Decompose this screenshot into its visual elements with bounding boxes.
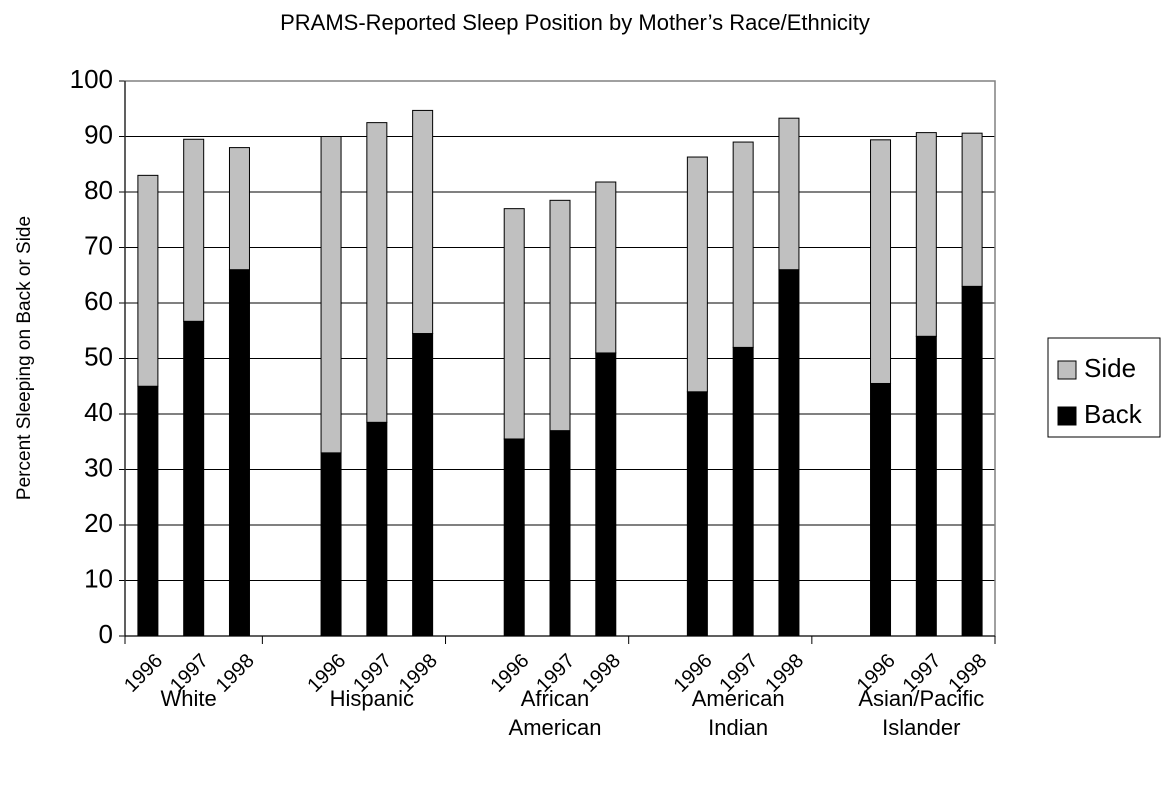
y-axis-label: Percent Sleeping on Back or Side bbox=[14, 216, 35, 500]
legend-label: Side bbox=[1084, 353, 1136, 383]
group-label: African bbox=[521, 686, 589, 711]
x-tick-label: 1998 bbox=[212, 650, 259, 697]
bar-segment bbox=[412, 333, 434, 637]
bar-segment bbox=[137, 385, 159, 637]
y-tick-label: 100 bbox=[70, 64, 113, 94]
bar-segment bbox=[366, 122, 388, 423]
bar-segment bbox=[137, 174, 159, 387]
y-tick-label: 10 bbox=[84, 563, 113, 593]
group-label: Islander bbox=[882, 715, 960, 740]
bar-segment bbox=[686, 156, 708, 393]
bar-segment bbox=[915, 132, 937, 337]
bar-segment bbox=[549, 199, 571, 432]
group-label: American bbox=[509, 715, 602, 740]
y-tick-label: 90 bbox=[84, 119, 113, 149]
bar-segment bbox=[595, 181, 617, 354]
group-label: Hispanic bbox=[330, 686, 414, 711]
bar-segment bbox=[503, 208, 525, 440]
bar-segment bbox=[549, 430, 571, 637]
bar-segment bbox=[961, 132, 983, 287]
chart-title: PRAMS-Reported Sleep Position by Mother’… bbox=[280, 10, 870, 35]
bar-segment bbox=[366, 421, 388, 637]
y-tick-label: 80 bbox=[84, 175, 113, 205]
bar-segment bbox=[778, 117, 800, 271]
bar-segment bbox=[183, 138, 205, 322]
group-label: Indian bbox=[708, 715, 768, 740]
y-tick-label: 50 bbox=[84, 341, 113, 371]
y-tick-label: 70 bbox=[84, 230, 113, 260]
bar-segment bbox=[870, 382, 892, 637]
bar-segment bbox=[228, 269, 250, 637]
bar-segment bbox=[961, 285, 983, 637]
group-label: American bbox=[692, 686, 785, 711]
group-label: Asian/Pacific bbox=[858, 686, 984, 711]
bar-segment bbox=[595, 352, 617, 637]
bar-segment bbox=[320, 136, 342, 454]
bar-segment bbox=[503, 438, 525, 637]
bar-segment bbox=[686, 391, 708, 637]
bar-segment bbox=[228, 147, 250, 271]
bar-segment bbox=[732, 346, 754, 637]
bar-segment bbox=[412, 109, 434, 335]
legend-swatch bbox=[1057, 360, 1077, 380]
bar-segment bbox=[778, 269, 800, 637]
y-tick-label: 0 bbox=[99, 619, 113, 649]
bar-segment bbox=[320, 452, 342, 637]
legend-swatch bbox=[1057, 406, 1077, 426]
y-tick-label: 20 bbox=[84, 508, 113, 538]
y-tick-label: 40 bbox=[84, 397, 113, 427]
bar-segment bbox=[870, 139, 892, 384]
y-tick-label: 60 bbox=[84, 286, 113, 316]
y-tick-label: 30 bbox=[84, 452, 113, 482]
bar-segment bbox=[732, 141, 754, 348]
legend-label: Back bbox=[1084, 399, 1143, 429]
bar-segment bbox=[915, 335, 937, 637]
group-label: White bbox=[161, 686, 217, 711]
bar-segment bbox=[183, 320, 205, 637]
